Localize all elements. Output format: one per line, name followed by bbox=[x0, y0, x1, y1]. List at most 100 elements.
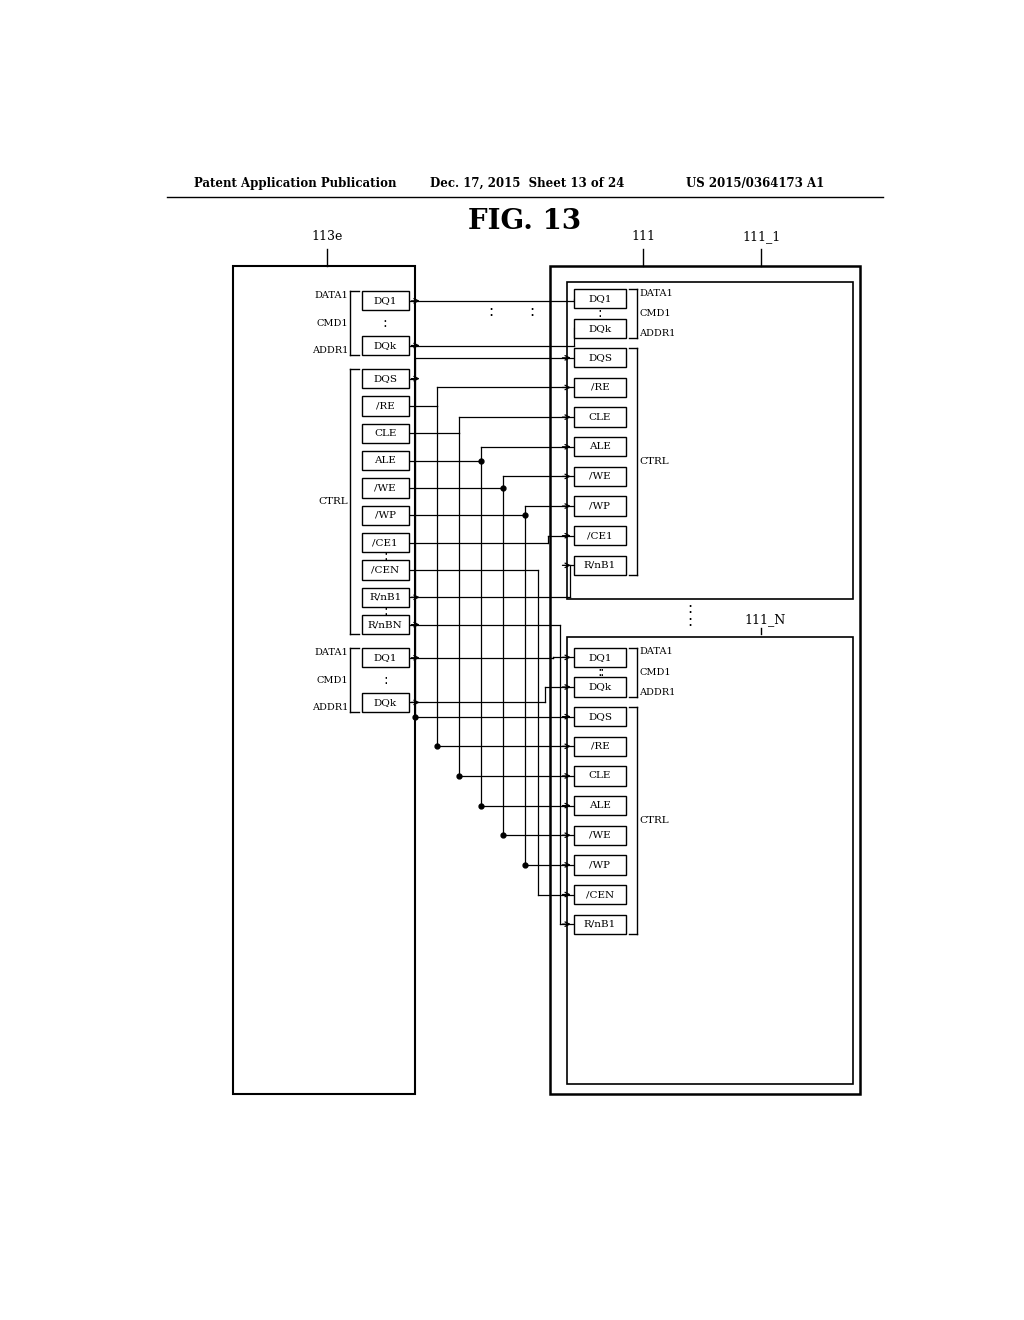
Text: :: : bbox=[599, 665, 604, 680]
Text: 111: 111 bbox=[632, 230, 655, 243]
FancyBboxPatch shape bbox=[573, 467, 627, 486]
Text: /WE: /WE bbox=[375, 483, 396, 492]
Text: DQS: DQS bbox=[588, 713, 612, 721]
Text: DATA1: DATA1 bbox=[314, 290, 348, 300]
FancyBboxPatch shape bbox=[573, 378, 627, 397]
FancyBboxPatch shape bbox=[573, 677, 627, 697]
FancyBboxPatch shape bbox=[232, 267, 415, 1094]
FancyBboxPatch shape bbox=[362, 292, 409, 310]
Text: DQS: DQS bbox=[374, 374, 397, 383]
Text: R/nBN: R/nBN bbox=[368, 620, 402, 630]
FancyBboxPatch shape bbox=[573, 915, 627, 933]
Text: :: : bbox=[598, 665, 602, 680]
FancyBboxPatch shape bbox=[573, 648, 627, 667]
Text: FIG. 13: FIG. 13 bbox=[468, 209, 582, 235]
Text: :: : bbox=[383, 605, 388, 618]
Text: 111_1: 111_1 bbox=[742, 230, 780, 243]
Text: CMD1: CMD1 bbox=[640, 309, 671, 318]
Text: CLE: CLE bbox=[589, 771, 611, 780]
Text: DQk: DQk bbox=[589, 682, 611, 692]
Text: DQk: DQk bbox=[589, 323, 611, 333]
Text: /CE1: /CE1 bbox=[373, 539, 398, 546]
Text: :: : bbox=[687, 614, 692, 630]
Text: /WP: /WP bbox=[590, 861, 610, 870]
Text: ALE: ALE bbox=[589, 801, 611, 810]
Text: DQk: DQk bbox=[374, 698, 397, 708]
FancyBboxPatch shape bbox=[573, 884, 627, 904]
Text: 113e: 113e bbox=[311, 230, 343, 243]
FancyBboxPatch shape bbox=[550, 267, 860, 1094]
Text: :: : bbox=[528, 304, 534, 319]
Text: DQS: DQS bbox=[588, 354, 612, 362]
Text: /CEN: /CEN bbox=[586, 890, 614, 899]
Text: DQ1: DQ1 bbox=[374, 297, 397, 305]
FancyBboxPatch shape bbox=[573, 289, 627, 308]
Text: :: : bbox=[383, 549, 388, 564]
FancyBboxPatch shape bbox=[362, 370, 409, 388]
Text: :: : bbox=[488, 304, 494, 319]
Text: /RE: /RE bbox=[591, 742, 609, 751]
Text: /RE: /RE bbox=[376, 401, 394, 411]
Text: ADDR1: ADDR1 bbox=[640, 329, 676, 338]
FancyBboxPatch shape bbox=[573, 708, 627, 726]
FancyBboxPatch shape bbox=[573, 796, 627, 816]
Text: :: : bbox=[383, 673, 388, 686]
Text: R/nB1: R/nB1 bbox=[370, 593, 401, 602]
FancyBboxPatch shape bbox=[362, 533, 409, 552]
Text: ALE: ALE bbox=[375, 457, 396, 465]
FancyBboxPatch shape bbox=[362, 396, 409, 416]
FancyBboxPatch shape bbox=[362, 335, 409, 355]
FancyBboxPatch shape bbox=[362, 615, 409, 635]
FancyBboxPatch shape bbox=[362, 478, 409, 498]
Text: /CEN: /CEN bbox=[372, 565, 399, 574]
Text: CMD1: CMD1 bbox=[316, 676, 348, 685]
Text: DQ1: DQ1 bbox=[588, 653, 611, 661]
FancyBboxPatch shape bbox=[567, 638, 853, 1084]
FancyBboxPatch shape bbox=[573, 437, 627, 457]
Text: /RE: /RE bbox=[591, 383, 609, 392]
Text: Dec. 17, 2015  Sheet 13 of 24: Dec. 17, 2015 Sheet 13 of 24 bbox=[430, 177, 625, 190]
FancyBboxPatch shape bbox=[362, 451, 409, 470]
Text: ADDR1: ADDR1 bbox=[311, 346, 348, 355]
Text: CTRL: CTRL bbox=[318, 498, 348, 506]
Text: /CE1: /CE1 bbox=[587, 531, 612, 540]
FancyBboxPatch shape bbox=[362, 561, 409, 579]
FancyBboxPatch shape bbox=[362, 587, 409, 607]
FancyBboxPatch shape bbox=[573, 408, 627, 426]
Text: DQ1: DQ1 bbox=[588, 294, 611, 304]
Text: CTRL: CTRL bbox=[640, 457, 669, 466]
FancyBboxPatch shape bbox=[573, 737, 627, 756]
Text: DQk: DQk bbox=[374, 341, 397, 350]
Text: CMD1: CMD1 bbox=[640, 668, 671, 677]
Text: Patent Application Publication: Patent Application Publication bbox=[194, 177, 396, 190]
Text: :: : bbox=[598, 306, 602, 321]
Text: ADDR1: ADDR1 bbox=[311, 704, 348, 713]
Text: DQ1: DQ1 bbox=[374, 653, 397, 663]
Text: /WE: /WE bbox=[589, 830, 610, 840]
Text: 111_N: 111_N bbox=[744, 614, 785, 627]
Text: :: : bbox=[687, 602, 692, 616]
Text: US 2015/0364173 A1: US 2015/0364173 A1 bbox=[686, 177, 824, 190]
Text: DATA1: DATA1 bbox=[314, 648, 348, 657]
FancyBboxPatch shape bbox=[362, 506, 409, 525]
Text: /WE: /WE bbox=[589, 473, 610, 480]
FancyBboxPatch shape bbox=[573, 527, 627, 545]
FancyBboxPatch shape bbox=[573, 348, 627, 367]
FancyBboxPatch shape bbox=[573, 318, 627, 338]
FancyBboxPatch shape bbox=[362, 648, 409, 668]
Text: :: : bbox=[383, 315, 388, 330]
Text: /WP: /WP bbox=[375, 511, 396, 520]
FancyBboxPatch shape bbox=[362, 693, 409, 711]
FancyBboxPatch shape bbox=[573, 825, 627, 845]
Text: R/nB1: R/nB1 bbox=[584, 920, 616, 929]
FancyBboxPatch shape bbox=[573, 855, 627, 875]
FancyBboxPatch shape bbox=[573, 767, 627, 785]
Text: CTRL: CTRL bbox=[640, 816, 669, 825]
Text: ALE: ALE bbox=[589, 442, 611, 451]
Text: R/nB1: R/nB1 bbox=[584, 561, 616, 570]
Text: DATA1: DATA1 bbox=[640, 648, 673, 656]
FancyBboxPatch shape bbox=[573, 556, 627, 576]
Text: DATA1: DATA1 bbox=[640, 289, 673, 297]
Text: CLE: CLE bbox=[374, 429, 396, 438]
FancyBboxPatch shape bbox=[573, 496, 627, 516]
